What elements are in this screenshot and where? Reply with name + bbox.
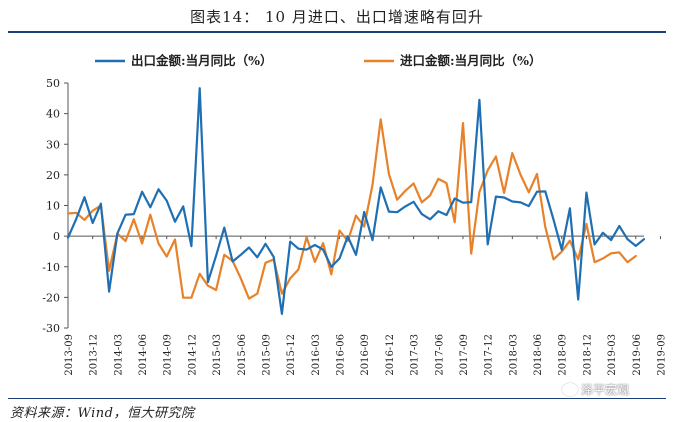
x-tick-label: 2019-03 bbox=[607, 334, 618, 376]
chart-title: 图表14： 10 月进口、出口增速略有回升 bbox=[190, 8, 484, 26]
chart-legend: 出口金额:当月同比（%） 进口金额:当月同比（%） bbox=[95, 53, 542, 68]
legend-label: 出口金额:当月同比（%） bbox=[131, 53, 273, 68]
x-tick-label: 2014-12 bbox=[187, 334, 198, 376]
y-tick-label: -30 bbox=[42, 322, 60, 335]
x-tick-label: 2015-03 bbox=[212, 334, 223, 376]
x-tick-label: 2016-12 bbox=[385, 334, 396, 376]
x-tick-label: 2018-09 bbox=[558, 334, 569, 376]
wechat-icon bbox=[562, 383, 578, 396]
y-tick-label: -20 bbox=[42, 291, 60, 304]
source-note: 资料来源：Wind，恒大研究院 bbox=[10, 406, 195, 421]
x-tick-label: 2015-12 bbox=[286, 334, 297, 376]
x-tick-label: 2018-12 bbox=[582, 334, 593, 376]
x-tick-label: 2017-06 bbox=[434, 334, 445, 376]
x-tick-label: 2014-03 bbox=[113, 334, 124, 376]
x-tick-label: 2017-03 bbox=[410, 334, 421, 376]
x-tick-label: 2015-09 bbox=[261, 334, 272, 376]
series-line-export bbox=[66, 87, 646, 315]
x-tick-label: 2016-06 bbox=[336, 334, 347, 376]
source-rule bbox=[8, 398, 666, 399]
x-tick-label: 2013-12 bbox=[89, 334, 100, 376]
y-tick-label: 20 bbox=[46, 169, 60, 182]
x-tick-label: 2018-06 bbox=[533, 334, 544, 376]
y-tick-label: 10 bbox=[46, 200, 60, 213]
title-rule bbox=[8, 31, 666, 33]
x-tick-label: 2017-09 bbox=[459, 334, 470, 376]
x-tick-label: 2013-09 bbox=[64, 334, 75, 376]
legend-label: 进口金额:当月同比（%） bbox=[400, 53, 542, 68]
x-tick-label: 2015-06 bbox=[237, 334, 248, 376]
line-chart: -30 -20 -10 0 10 20 30 40 50 2013-09 2013-12 2014-0… bbox=[42, 53, 667, 376]
x-tick-label: 2016-09 bbox=[360, 334, 371, 376]
y-tick-label: 0 bbox=[53, 230, 60, 243]
y-tick-label: 50 bbox=[46, 77, 60, 90]
watermark: 泽平宏观 bbox=[562, 381, 629, 398]
chart-axes: -30 -20 -10 0 10 20 30 40 50 2013-09 2013-12 2014-0… bbox=[42, 77, 667, 376]
x-tick-label: 2019-06 bbox=[632, 334, 643, 376]
x-tick-label: 2019-09 bbox=[656, 334, 667, 376]
chart-series bbox=[66, 87, 646, 315]
x-tick-label: 2016-03 bbox=[311, 334, 322, 376]
y-tick-label: 40 bbox=[46, 108, 60, 121]
series-line-import bbox=[66, 118, 637, 300]
x-tick-label: 2017-12 bbox=[484, 334, 495, 376]
y-tick-label: -10 bbox=[42, 261, 60, 274]
x-tick-label: 2014-09 bbox=[163, 334, 174, 376]
y-tick-label: 30 bbox=[46, 138, 60, 151]
x-tick-label: 2014-06 bbox=[138, 334, 149, 376]
watermark-text: 泽平宏观 bbox=[581, 383, 630, 397]
x-tick-label: 2018-03 bbox=[508, 334, 519, 376]
